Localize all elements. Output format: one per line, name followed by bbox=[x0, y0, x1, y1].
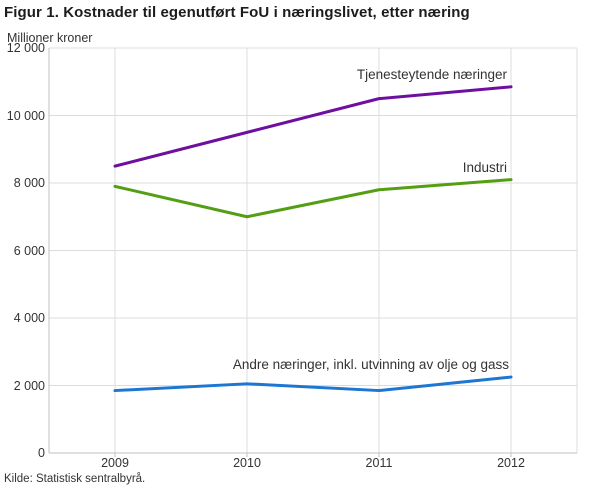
x-tick-label-2010: 2010 bbox=[233, 456, 261, 470]
series-line-1 bbox=[113, 178, 513, 219]
y-tick-label-10000: 10 000 bbox=[6, 108, 45, 123]
series-label-andre-naeringer: Andre næringer, inkl. utvinning av olje … bbox=[232, 357, 509, 372]
y-tick-label-8000: 8 000 bbox=[13, 176, 45, 190]
series-line-2 bbox=[113, 375, 513, 393]
y-tick-label-2000: 2 000 bbox=[13, 378, 45, 393]
y-tick-label-0: 0 bbox=[38, 446, 45, 460]
x-tick-label-2011: 2011 bbox=[365, 456, 393, 470]
y-axis-unit-label: Millioner kroner bbox=[7, 31, 93, 45]
y-tick-label-6000: 6 000 bbox=[13, 243, 45, 258]
y-tick-label-4000: 4 000 bbox=[13, 311, 45, 325]
source-note: Kilde: Statistisk sentralbyrå. bbox=[4, 473, 146, 485]
y-tick-label-12000: 12 000 bbox=[6, 41, 45, 55]
figure-title: Figur 1. Kostnader til egenutført FoU i … bbox=[4, 4, 470, 21]
series-label-tjenesteytende-naeringer: Tjenesteytende næringer bbox=[356, 67, 507, 82]
series-label-industri: Industri bbox=[462, 160, 507, 175]
x-tick-label-2012: 2012 bbox=[497, 456, 525, 470]
x-tick-label-2009: 2009 bbox=[101, 456, 129, 470]
series-line-0 bbox=[113, 85, 513, 168]
